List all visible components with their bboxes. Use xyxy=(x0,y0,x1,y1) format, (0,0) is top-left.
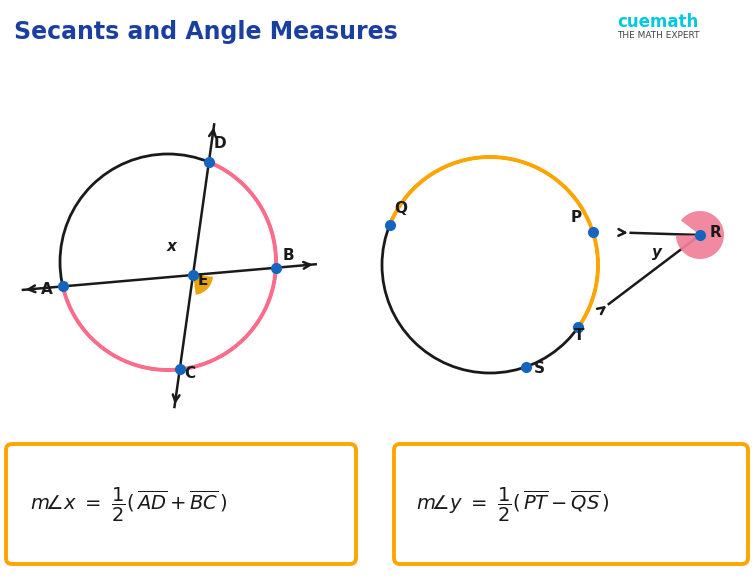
Text: y: y xyxy=(652,245,662,260)
Text: D: D xyxy=(214,136,227,151)
Text: THE MATH EXPERT: THE MATH EXPERT xyxy=(617,31,699,41)
Text: B: B xyxy=(283,248,295,263)
Wedge shape xyxy=(676,211,724,259)
Text: R: R xyxy=(710,225,722,240)
FancyBboxPatch shape xyxy=(394,444,748,564)
Wedge shape xyxy=(193,275,213,295)
Text: S: S xyxy=(534,361,544,376)
Text: Q: Q xyxy=(395,201,407,216)
Text: x: x xyxy=(167,239,177,254)
Text: $m\!\angle x\ =\ \dfrac{1}{2}(\,\overline{AD}+\overline{BC}\,)$: $m\!\angle x\ =\ \dfrac{1}{2}(\,\overlin… xyxy=(30,486,228,524)
Text: Secants and Angle Measures: Secants and Angle Measures xyxy=(14,20,398,44)
Text: T: T xyxy=(574,328,584,343)
Text: E: E xyxy=(198,273,209,288)
Text: A: A xyxy=(41,282,52,298)
FancyBboxPatch shape xyxy=(6,444,356,564)
Text: C: C xyxy=(184,367,196,382)
Text: $m\!\angle y\ =\ \dfrac{1}{2}(\,\overline{PT}-\overline{QS}\,)$: $m\!\angle y\ =\ \dfrac{1}{2}(\,\overlin… xyxy=(416,486,609,524)
Text: cuemath: cuemath xyxy=(617,13,699,31)
Text: P: P xyxy=(571,209,582,224)
